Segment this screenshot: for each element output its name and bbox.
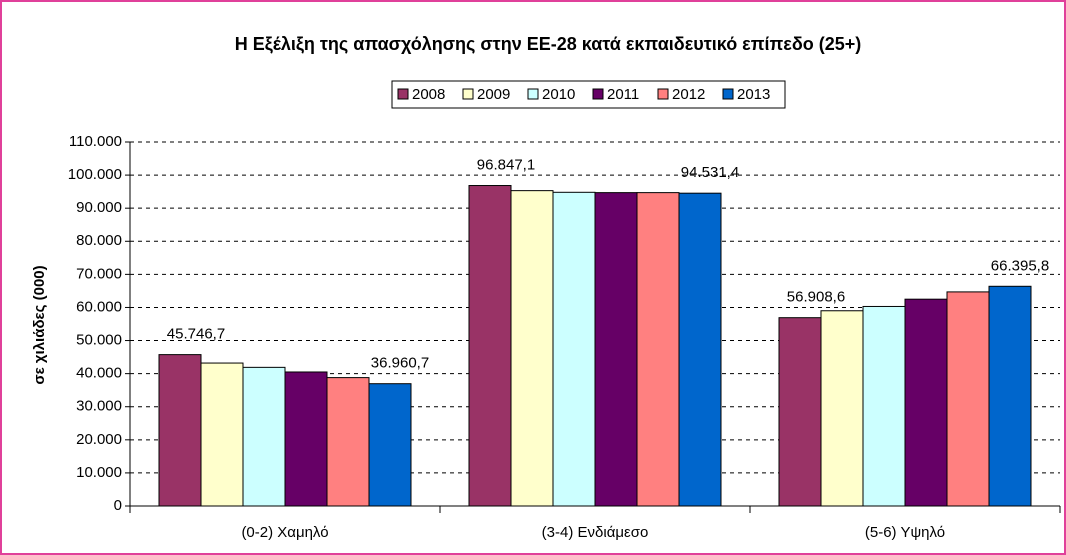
y-tick-label: 110.000	[69, 133, 122, 150]
y-tick-label: 40.000	[76, 365, 122, 382]
y-tick-label: 50.000	[76, 332, 122, 349]
bar	[862, 305, 906, 507]
bar	[200, 362, 244, 507]
bar	[988, 285, 1032, 507]
bar	[158, 354, 202, 507]
legend-swatch	[592, 88, 604, 100]
bar	[904, 298, 948, 507]
data-label: 45.746,7	[167, 326, 225, 343]
chart-title: Η Εξέλιξη της απασχόλησης στην ΕΕ-28 κατ…	[235, 34, 862, 55]
bar	[368, 383, 412, 507]
y-tick-label: 80.000	[76, 232, 122, 249]
x-tick-label: (5-6) Υψηλό	[865, 524, 945, 541]
legend-label: 2010	[542, 86, 575, 103]
data-label: 96.847,1	[477, 156, 535, 173]
legend-swatch	[527, 88, 539, 100]
bar	[284, 371, 328, 507]
y-tick-label: 60.000	[76, 298, 122, 315]
bar	[468, 185, 512, 507]
x-tick-label: (3-4) Ενδιάμεσο	[542, 524, 649, 541]
bar	[636, 192, 680, 507]
bar	[678, 192, 722, 507]
bar	[946, 291, 990, 507]
y-tick-label: 20.000	[76, 431, 122, 448]
data-label: 94.531,4	[681, 164, 739, 181]
bar	[778, 317, 822, 507]
legend-box	[391, 80, 786, 109]
y-tick-label: 30.000	[76, 398, 122, 415]
legend-swatch	[462, 88, 474, 100]
legend-label: 2013	[737, 86, 770, 103]
bar	[594, 192, 638, 507]
data-label: 56.908,6	[787, 289, 845, 306]
legend-swatch	[397, 88, 409, 100]
data-label: 66.395,8	[991, 257, 1049, 274]
legend-label: 2012	[672, 86, 705, 103]
y-tick-label: 90.000	[76, 199, 122, 216]
bar	[510, 190, 554, 507]
legend-swatch	[657, 88, 669, 100]
legend-label: 2008	[412, 86, 445, 103]
legend-swatch	[722, 88, 734, 100]
legend-label: 2011	[607, 86, 639, 103]
bar	[242, 366, 286, 507]
bar	[326, 377, 370, 507]
data-label: 36.960,7	[371, 355, 429, 372]
legend-label: 2009	[477, 86, 510, 103]
y-tick-label: 70.000	[76, 265, 122, 282]
y-tick-label: 0	[114, 497, 122, 514]
x-tick-label: (0-2) Χαμηλό	[241, 524, 328, 541]
bar	[820, 310, 864, 507]
y-axis-label: σε χιλιάδες (000)	[31, 265, 48, 384]
y-tick-label: 100.000	[68, 166, 122, 183]
y-tick-label: 10.000	[76, 464, 122, 481]
bar	[552, 191, 596, 507]
